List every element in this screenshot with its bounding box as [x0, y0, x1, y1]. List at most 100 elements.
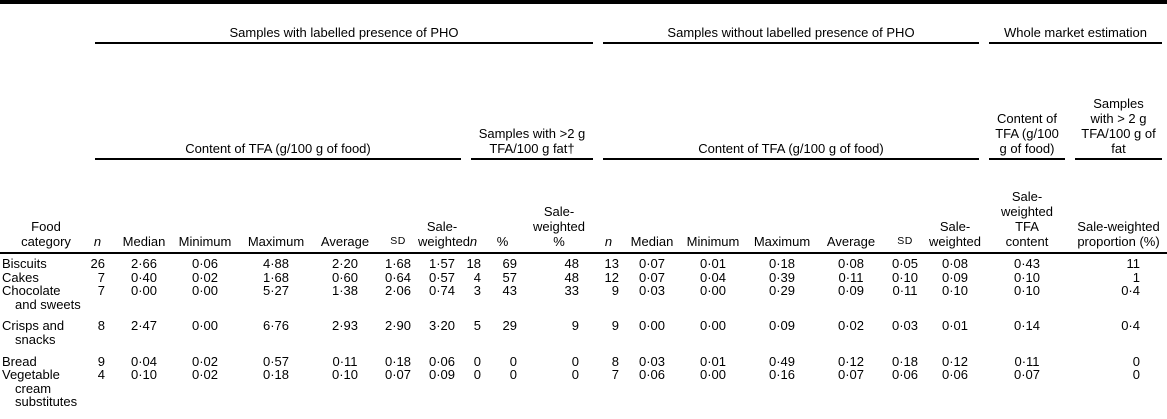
table-cell: 1·68: [384, 256, 412, 271]
table-cell: 0·06: [941, 367, 969, 383]
table-cell: 4: [473, 269, 481, 285]
table-cell: 0·07: [638, 269, 666, 285]
table-cell: 3·20: [428, 318, 456, 334]
table-cell: 0·06: [191, 256, 219, 271]
subheader-content-tfa-unlabelled: Content of TFA (g/100 g of food): [598, 59, 984, 175]
table-cell: 1·57: [428, 256, 456, 271]
table-cell: 0·08: [941, 256, 969, 271]
food-category-cell: Vegetable cream substitutes: [2, 367, 78, 410]
table-cell: 0·02: [191, 269, 219, 285]
column-header-row: Food category n Median Minimum Maximum A…: [0, 175, 1167, 254]
table-cell: 8: [97, 318, 105, 334]
subheader-label: Content of TFA (g/100 g of food): [603, 141, 979, 160]
table-cell: 7: [97, 269, 105, 285]
table-cell: 2·20: [331, 256, 359, 271]
table-cell: 0: [473, 367, 481, 383]
table-cell: 0·00: [699, 283, 727, 299]
col-header-median-1: Median: [118, 175, 170, 254]
table-cell: 2·06: [384, 283, 412, 299]
col-header-sale-weighted-tfa-content: Sale- weighted TFA content: [984, 175, 1070, 254]
table-cell: 0·01: [699, 256, 727, 271]
table-cell: 0·04: [699, 269, 727, 285]
table-cell: 0·57: [262, 353, 290, 369]
col-header-sale-weighted-2: Sale- weighted: [926, 175, 984, 254]
table-cell: 0·00: [699, 318, 727, 334]
table-cell: 11: [1126, 256, 1141, 271]
table-cell: 7: [611, 367, 619, 383]
col-header-sale-weighted-1: Sale- weighted: [418, 175, 470, 254]
table-cell: 0·10: [891, 269, 919, 285]
table-cell: 0·03: [891, 318, 919, 334]
table-cell: 48: [564, 256, 579, 271]
subheader-label: Samples with >2 g TFA/100 g fat†: [471, 126, 593, 160]
table-cell: 0·01: [699, 353, 727, 369]
table-cell: 0·12: [837, 353, 865, 369]
table-cell: 0·64: [384, 269, 412, 285]
table-cell: 3: [473, 283, 481, 299]
col-header-sd-2: SD: [884, 175, 926, 254]
subgroup-header-row: Content of TFA (g/100 g of food) Samples…: [0, 59, 1167, 175]
table-cell: 0·07: [384, 367, 412, 383]
table-cell: 0·40: [130, 269, 158, 285]
table-row: Crisps and snacks 8 2·47 0·00 6·76 2·93 2·90 3·…: [0, 319, 1167, 354]
col-header-sale-weighted-proportion: Sale-weighted proportion (%): [1070, 175, 1167, 254]
table-cell: 8: [611, 353, 619, 369]
table-cell: 9: [611, 318, 619, 334]
table-cell: 9: [571, 318, 579, 334]
table-row: Biscuits 26 2·66 0·06 4·88 2·20 1·68 1·57 18 69 48…: [0, 253, 1167, 271]
table-cell: 0·10: [1013, 269, 1041, 285]
table-cell: 0·07: [837, 367, 865, 383]
table-cell: 0·18: [768, 256, 796, 271]
col-header-n-2: n: [466, 175, 488, 254]
table-cell: 0·10: [130, 367, 158, 383]
table-cell: 0·09: [428, 367, 456, 383]
table-cell: 0·02: [191, 367, 219, 383]
table-cell: 13: [604, 256, 619, 271]
col-header-maximum-1: Maximum: [240, 175, 312, 254]
table-cell: 0·57: [428, 269, 456, 285]
table-cell: 0·03: [638, 283, 666, 299]
table-cell: 9: [97, 353, 105, 369]
table-cell: 29: [502, 318, 517, 334]
table-cell: 5: [473, 318, 481, 334]
col-header-minimum-1: Minimum: [170, 175, 240, 254]
subheader-label: Samples with > 2 g TFA/100 g of fat: [1075, 96, 1162, 160]
table-cell: 0·06: [428, 353, 456, 369]
table-cell: 26: [90, 256, 105, 271]
table-cell: 0·10: [1013, 283, 1041, 299]
table-cell: 0·03: [638, 353, 666, 369]
table-cell: 0·11: [892, 283, 918, 299]
col-header-maximum-2: Maximum: [746, 175, 818, 254]
table-cell: 1·68: [262, 269, 290, 285]
corner-blank: [0, 2, 90, 59]
table-cell: 0·10: [941, 283, 969, 299]
table-cell: 0·00: [191, 283, 219, 299]
table-cell: 0·39: [768, 269, 796, 285]
table-cell: 0·43: [1013, 256, 1041, 271]
col-header-n-3: n: [598, 175, 624, 254]
table-cell: 0·11: [838, 269, 864, 285]
table-cell: 2·66: [130, 256, 158, 271]
table-cell: 6·76: [262, 318, 290, 334]
table-cell: 2·93: [331, 318, 359, 334]
table-cell: 0·4: [1121, 318, 1140, 334]
table-cell: 0: [509, 353, 517, 369]
col-header-average-1: Average: [312, 175, 378, 254]
table-cell: 1: [1132, 269, 1140, 285]
col-header-food-category: Food category: [0, 175, 90, 254]
table-cell: 0·01: [941, 318, 969, 334]
subheader-label: Content of TFA (g/100 g of food): [95, 141, 461, 160]
group-header-unlabelled-pho: Samples without labelled presence of PHO: [598, 2, 984, 59]
table-cell: 1·38: [331, 283, 359, 299]
table-cell: 0·09: [941, 269, 969, 285]
table-cell: 0·29: [768, 283, 796, 299]
subheader-samples-over-2g-market: Samples with > 2 g TFA/100 g of fat: [1070, 59, 1167, 175]
col-header-minimum-2: Minimum: [680, 175, 746, 254]
corner-blank: [0, 59, 90, 175]
col-header-sd-1: SD: [378, 175, 418, 254]
table-cell: 0·06: [891, 367, 919, 383]
table-cell: 2·90: [384, 318, 412, 334]
table-cell: 4: [97, 367, 105, 383]
table-cell: 0·06: [638, 367, 666, 383]
